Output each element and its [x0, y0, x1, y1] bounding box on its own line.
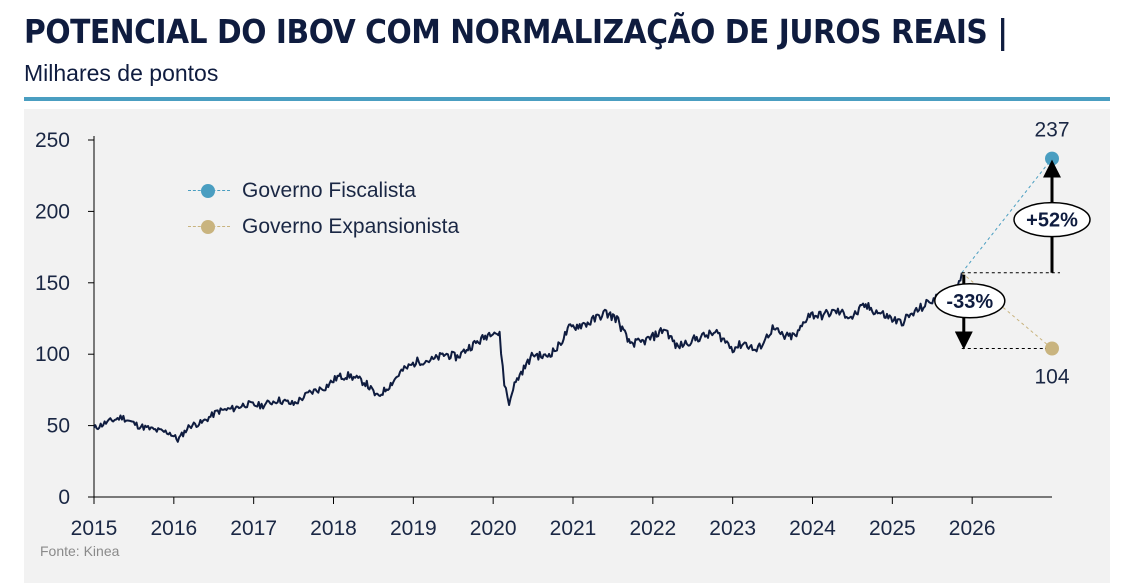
endpoint-dot-fiscalista [1045, 151, 1059, 166]
legend-item-expansionista: Governo Expansionista [186, 209, 459, 245]
x-tick-label-2022: 2022 [629, 517, 676, 540]
x-tick-label-2026: 2026 [949, 517, 996, 540]
legend-swatch-fiscalista [186, 181, 232, 201]
legend-label-expansionista: Governo Expansionista [242, 215, 460, 238]
y-tick-label-100: 100 [35, 343, 70, 366]
annotation-layer: +52% -33% [934, 159, 1091, 350]
y-tick-label-200: 200 [35, 200, 70, 223]
chart-title: POTENCIAL DO IBOV COM NORMALIZAÇÃO DE JU… [24, 12, 1008, 51]
x-tick-label-2024: 2024 [789, 517, 836, 540]
x-tick-label-2017: 2017 [230, 517, 277, 540]
badge-text-expansionista: -33% [946, 291, 993, 313]
series-line-fiscalista [961, 158, 1053, 274]
axes: 0 50 100 150 200 250 2015 2016 2017 2018 2019 2020 2… [35, 129, 1052, 540]
x-tick-label-2015: 2015 [71, 517, 118, 540]
x-tick-label-2021: 2021 [550, 517, 597, 540]
chart-subtitle: Milhares de pontos [24, 60, 219, 86]
endpoint-label-fiscalista: 237 [1034, 119, 1069, 142]
endpoint-dot-expansionista [1045, 341, 1059, 356]
badge-fiscalista [1013, 201, 1091, 238]
y-tick-label-250: 250 [35, 129, 70, 152]
endpoint-label-expansionista: 104 [1034, 365, 1069, 388]
title-divider [24, 97, 1110, 101]
x-tick-label-2018: 2018 [310, 517, 357, 540]
y-tick-label-50: 50 [47, 415, 70, 438]
legend-label-fiscalista: Governo Fiscalista [242, 179, 416, 202]
x-tick-label-2019: 2019 [390, 517, 437, 540]
badge-text-fiscalista: +52% [1026, 210, 1078, 232]
legend: Governo Fiscalista Governo Expansionista [186, 173, 459, 245]
y-tick-label-0: 0 [58, 486, 70, 509]
series-line-ibovespa [93, 272, 963, 443]
x-tick-label-2025: 2025 [869, 517, 916, 540]
x-tick-label-2016: 2016 [150, 517, 197, 540]
x-tick-label-2023: 2023 [709, 517, 756, 540]
series-layer: 237 104 [93, 119, 1070, 443]
y-tick-label-150: 150 [35, 272, 70, 295]
badge-expansionista [934, 283, 1006, 319]
x-tick-label-2020: 2020 [470, 517, 517, 540]
legend-swatch-expansionista [186, 217, 232, 237]
source-note: Fonte: Kinea [40, 543, 120, 559]
legend-item-fiscalista: Governo Fiscalista [186, 173, 459, 209]
